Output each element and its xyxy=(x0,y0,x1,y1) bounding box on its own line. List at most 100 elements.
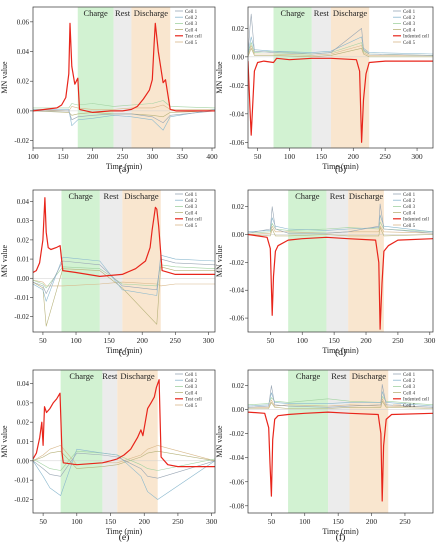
x-axis-label: Time (min) xyxy=(322,162,359,171)
series-line xyxy=(33,109,215,131)
axis-frame xyxy=(247,369,434,514)
series-line xyxy=(33,452,215,479)
series-line xyxy=(248,396,433,406)
phase-band xyxy=(99,190,123,332)
axis-frame xyxy=(32,189,216,333)
phase-band xyxy=(60,370,103,513)
phase-band xyxy=(348,190,384,332)
legend-label: Cell 4 xyxy=(403,211,416,216)
y-axis-label: MN value xyxy=(215,61,224,94)
legend-label: Cell 5 xyxy=(185,404,198,409)
phase-band xyxy=(311,7,331,148)
y-tick-label: 0.03 xyxy=(17,217,30,225)
series-line xyxy=(248,411,433,502)
y-tick-label: 0.01 xyxy=(17,438,30,446)
y-axis-label: MN value xyxy=(0,244,9,277)
x-tick-label: 100 xyxy=(70,336,82,345)
x-tick-label: 300 xyxy=(411,152,423,161)
legend-label: Cell 1 xyxy=(185,193,198,198)
y-tick-label: 0.04 xyxy=(17,198,30,206)
legend-label: Cell 2 xyxy=(403,16,416,21)
y-tick-label: 0.00 xyxy=(232,231,245,239)
x-tick-label: 200 xyxy=(87,152,99,161)
series-line xyxy=(248,233,433,330)
x-tick-label: 250 xyxy=(399,517,411,526)
series-line xyxy=(248,227,433,237)
legend-label: Cell 4 xyxy=(185,391,198,396)
y-tick-label: 0.02 xyxy=(232,382,245,390)
y-tick-label: -0.08 xyxy=(229,502,244,510)
phase-band xyxy=(273,7,312,148)
x-axis-label: Time (min) xyxy=(106,527,143,536)
y-tick-label: -0.04 xyxy=(229,454,244,462)
x-tick-label: 250 xyxy=(172,517,184,526)
x-tick-label: 200 xyxy=(137,336,149,345)
x-tick-label: 100 xyxy=(27,152,39,161)
x-tick-label: 150 xyxy=(333,517,345,526)
phase-label: Charge xyxy=(68,191,93,201)
axis-frame xyxy=(32,6,216,149)
legend-label: Cell 3 xyxy=(185,22,198,27)
panel-2: Charge Rest Discharge 50 100 150 200 250 300 -0.0… xyxy=(0,189,216,358)
phase-band xyxy=(288,370,329,513)
series-line xyxy=(248,384,433,408)
y-tick-label: 0.04 xyxy=(17,380,30,388)
y-tick-label: -0.02 xyxy=(229,82,244,90)
legend-label: Test cell xyxy=(185,218,202,223)
x-tick-label: 100 xyxy=(297,336,309,345)
phase-band xyxy=(77,7,114,148)
series-line xyxy=(248,398,433,408)
legend-label: Test cell xyxy=(185,398,202,403)
phase-label: Rest xyxy=(104,191,120,201)
series-line xyxy=(248,57,433,143)
y-axis-label: MN value xyxy=(215,425,224,458)
x-tick-label: 50 xyxy=(254,152,262,161)
x-tick-label: 300 xyxy=(424,336,436,345)
x-tick-label: 200 xyxy=(348,152,360,161)
phase-label: Discharge xyxy=(352,371,387,381)
legend-label: Cell 3 xyxy=(403,22,416,27)
panel-1: Charge Rest Discharge 50 100 150 200 250 300 -0.0… xyxy=(215,6,434,175)
legend-label: Indented cell xyxy=(403,398,430,403)
legend-label: Cell 2 xyxy=(403,379,416,384)
x-tick-label: 50 xyxy=(268,517,276,526)
y-tick-label: 0.03 xyxy=(17,399,30,407)
legend-label: Cell 3 xyxy=(403,205,416,210)
y-tick-label: -0.02 xyxy=(229,430,244,438)
legend-label: Cell 4 xyxy=(403,391,416,396)
panel-label: (d) xyxy=(335,347,346,358)
panel-0: Charge Rest Discharge 100 150 200 250 300 350 400… xyxy=(0,6,218,175)
y-tick-label: 0.04 xyxy=(17,48,30,56)
phase-band xyxy=(102,370,118,513)
phase-label: Discharge xyxy=(120,371,155,381)
y-tick-label: 0.02 xyxy=(17,236,30,244)
series-line xyxy=(33,264,215,289)
phase-band xyxy=(330,7,370,148)
series-line xyxy=(248,400,433,409)
series-line xyxy=(33,110,215,124)
panel-5: Charge Rest Discharge 50 100 150 200 250 -0.08 -0… xyxy=(215,369,434,543)
x-tick-label: 50 xyxy=(39,517,47,526)
series-line xyxy=(248,13,433,56)
legend-label: Indented cell xyxy=(403,35,430,40)
y-tick-label: 0.00 xyxy=(17,107,30,115)
series-line xyxy=(33,448,215,500)
legend-label: Cell 2 xyxy=(185,16,198,21)
legend-label: Cell 3 xyxy=(185,385,198,390)
series-line xyxy=(33,450,215,469)
x-tick-label: 250 xyxy=(117,152,129,161)
x-tick-label: 150 xyxy=(103,336,115,345)
legend-label: Cell 2 xyxy=(185,379,198,384)
series-line xyxy=(33,266,215,327)
x-tick-label: 150 xyxy=(57,152,69,161)
y-tick-label: -0.02 xyxy=(14,313,29,321)
legend-label: Cell 5 xyxy=(185,41,198,46)
y-tick-label: -0.02 xyxy=(14,496,29,504)
legend-label: Cell 1 xyxy=(185,373,198,378)
legend-label: Cell 2 xyxy=(185,199,198,204)
legend-label: Cell 4 xyxy=(403,28,416,33)
y-tick-label: -0.02 xyxy=(229,259,244,267)
y-tick-label: 0.00 xyxy=(232,53,245,61)
x-tick-label: 250 xyxy=(380,152,392,161)
x-tick-label: 300 xyxy=(147,152,159,161)
